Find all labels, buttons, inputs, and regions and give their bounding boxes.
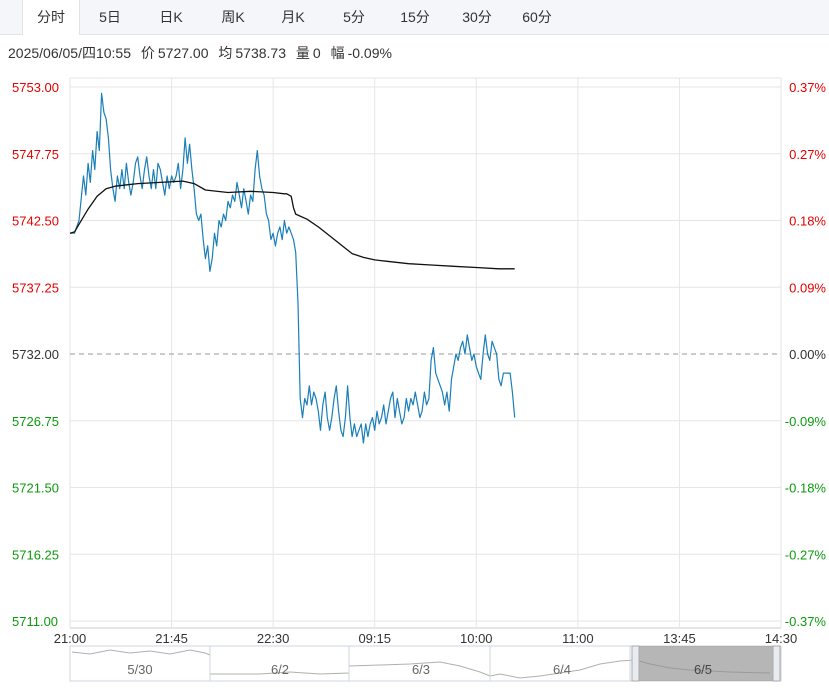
x-tick-time-label: 13:45: [663, 631, 696, 646]
y-tick-price-label: 5742.50: [12, 214, 59, 229]
x-axis-time-labels: 21:00 21:45 22:30 09:15 10:00 11:00 13:45 14:30: [54, 631, 798, 646]
tab-weekly-k[interactable]: 周K: [221, 9, 245, 25]
y-tick-price-label: 5753.00: [12, 80, 59, 95]
y-tick-price-label: 5711.00: [12, 614, 58, 629]
tab-15-min[interactable]: 15分: [400, 9, 430, 25]
x-tick-time-label: 21:00: [54, 631, 87, 646]
volume-value: 0: [312, 45, 321, 61]
y-tick-percent-label: 0.00%: [789, 347, 826, 362]
x-tick-time-label: 21:45: [155, 631, 188, 646]
avg-label: 均: [218, 45, 233, 61]
x-tick-time-label: 14:30: [765, 631, 798, 646]
y-tick-percent-label: 0.27%: [789, 147, 826, 162]
avg-value: 5738.73: [235, 45, 286, 61]
tab-5-min[interactable]: 5分: [343, 9, 365, 25]
price-label: 价: [140, 45, 155, 61]
navigator-label-6-5: 6/5: [694, 662, 712, 677]
tab-monthly-k[interactable]: 月K: [281, 9, 305, 25]
navigator-selected-range[interactable]: [639, 646, 773, 681]
y-tick-percent-label: 0.09%: [789, 280, 826, 295]
change-value: -0.09%: [347, 45, 392, 61]
y-tick-price-label: 5737.25: [12, 280, 59, 295]
tab-30-min[interactable]: 30分: [462, 9, 492, 25]
y-tick-percent-label: -0.27%: [785, 547, 827, 562]
x-tick-time-label: 10:00: [460, 631, 493, 646]
y-tick-price-label: 5716.25: [12, 547, 59, 562]
change-label: 幅: [330, 45, 345, 61]
y-tick-price-label: 5726.75: [12, 414, 59, 429]
y-tick-percent-label: -0.09%: [785, 414, 827, 429]
x-tick-time-label: 09:15: [358, 631, 391, 646]
y-tick-price-label: 5732.00: [12, 347, 59, 362]
tab-daily-k[interactable]: 日K: [159, 9, 183, 25]
quote-datetime: 2025/06/05/四10:55: [8, 45, 131, 61]
tab-5-day[interactable]: 5日: [99, 9, 121, 25]
y-axis-percent-labels: 0.37% 0.27% 0.18% 0.09% 0.00% -0.09% -0.18% -0.…: [785, 80, 827, 629]
x-tick-time-label: 11:00: [562, 631, 594, 646]
y-tick-percent-label: -0.18%: [785, 481, 827, 496]
y-tick-price-label: 5721.50: [12, 481, 59, 496]
navigator-label-6-4: 6/4: [553, 662, 571, 677]
y-axis-price-labels: 5753.00 5747.75 5742.50 5737.25 5732.00 5726.…: [12, 80, 59, 629]
navigator-label-6-3: 6/3: [412, 662, 430, 677]
y-tick-percent-label: 0.37%: [789, 80, 826, 95]
navigator-right-handle[interactable]: [772, 645, 781, 682]
price-value: 5727.00: [157, 45, 209, 61]
y-tick-price-label: 5747.75: [12, 147, 59, 162]
x-tick-time-label: 22:30: [257, 631, 290, 646]
range-navigator[interactable]: 5/30 6/2 6/3 6/4 6/5: [69, 645, 782, 682]
y-tick-percent-label: -0.37%: [785, 614, 827, 629]
grid-lines: [69, 77, 782, 629]
average-price-line: [69, 180, 515, 270]
navigator-left-handle[interactable]: [631, 645, 640, 682]
period-tab-bar: 分时 5日 日K 周K 月K 5分 15分 30分 60分: [0, 0, 829, 35]
price-line: [70, 92, 516, 444]
series-layer: [69, 92, 516, 444]
volume-label: 量: [295, 45, 310, 61]
navigator-label-6-2: 6/2: [271, 662, 289, 677]
tab-intraday[interactable]: 分时: [22, 0, 80, 35]
y-tick-percent-label: 0.18%: [789, 214, 826, 229]
tab-60-min[interactable]: 60分: [522, 9, 552, 25]
navigator-label-5-30: 5/30: [127, 662, 152, 677]
